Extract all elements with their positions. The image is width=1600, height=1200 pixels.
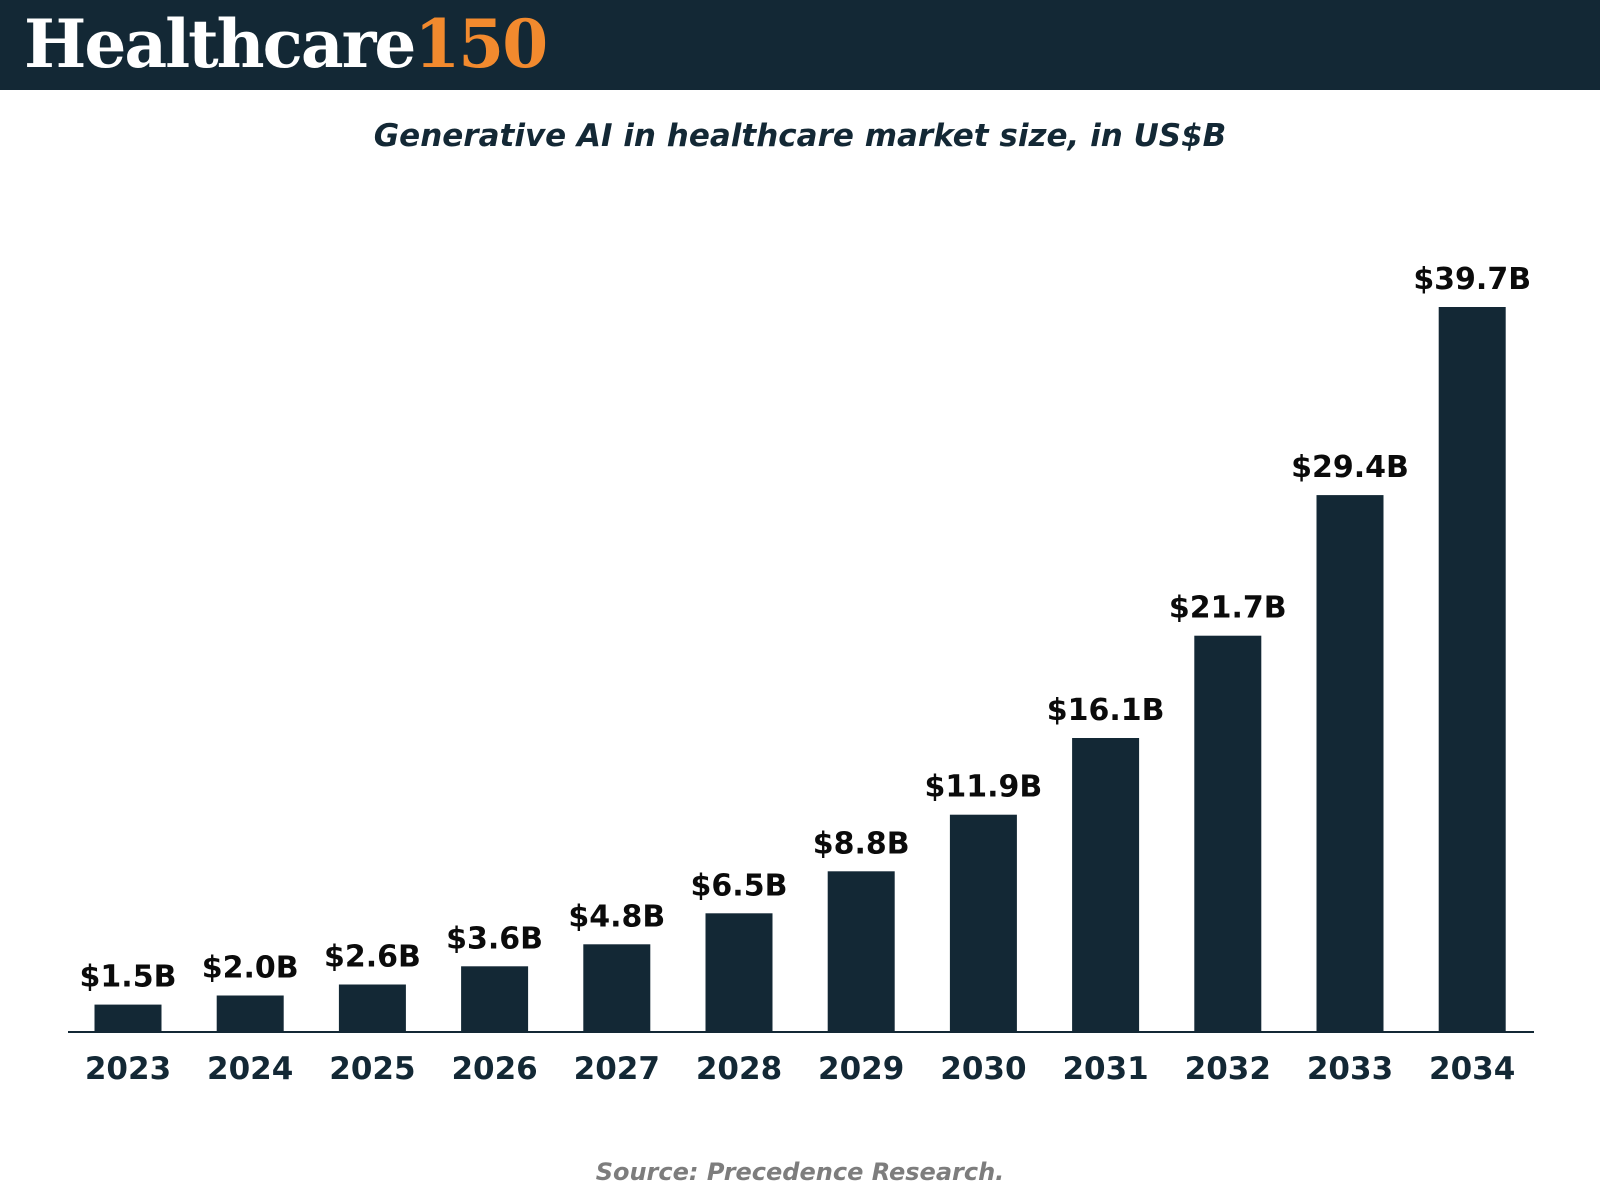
value-label-2029: $8.8B [813, 826, 910, 861]
chart-title: Generative AI in healthcare market size,… [373, 118, 1227, 154]
x-tick-labels-group: 2023 2024 2025 2026 2027 2028 2029 2030 2031 2032… [85, 1051, 1515, 1087]
x-tick-label-2034: 2034 [1429, 1051, 1515, 1087]
value-label-2033: $29.4B [1291, 450, 1409, 485]
bar-chart: $1.5B $2.0B $2.6B $3.6B $4.8B $6.5B $8.8B $11.9… [68, 262, 1534, 1087]
value-label-2034: $39.7B [1413, 262, 1531, 297]
x-tick-label-2023: 2023 [85, 1051, 171, 1087]
bar-2027 [583, 944, 651, 1032]
bar-2030 [949, 814, 1017, 1032]
value-label-2023: $1.5B [80, 960, 177, 995]
x-tick-label-2029: 2029 [818, 1051, 904, 1087]
bar-2031 [1072, 738, 1140, 1032]
bar-2029 [827, 871, 895, 1032]
bar-2023 [94, 1004, 162, 1032]
bar-2032 [1194, 635, 1262, 1032]
source-note: Source: Precedence Research. [595, 1158, 1005, 1186]
x-tick-label-2031: 2031 [1062, 1051, 1148, 1087]
value-label-2024: $2.0B [202, 951, 299, 986]
value-label-2030: $11.9B [925, 770, 1043, 805]
x-tick-label-2027: 2027 [574, 1051, 660, 1087]
x-tick-label-2028: 2028 [696, 1051, 782, 1087]
x-tick-label-2030: 2030 [940, 1051, 1026, 1087]
value-label-2032: $21.7B [1169, 591, 1287, 626]
value-label-2026: $3.6B [446, 921, 543, 956]
x-tick-label-2024: 2024 [207, 1051, 293, 1087]
value-label-2025: $2.6B [324, 940, 421, 975]
value-label-2028: $6.5B [691, 868, 788, 903]
bars-group [94, 307, 1506, 1033]
logo-number: 150 [414, 5, 548, 83]
value-label-2031: $16.1B [1047, 693, 1165, 728]
bar-2034 [1438, 307, 1506, 1032]
x-tick-label-2025: 2025 [329, 1051, 415, 1087]
brand-logo: Healthcare150 [24, 4, 548, 84]
logo-word: Healthcare [24, 5, 416, 83]
x-tick-label-2032: 2032 [1185, 1051, 1271, 1087]
bar-2024 [216, 995, 284, 1032]
bar-2026 [461, 966, 529, 1032]
value-labels-group: $1.5B $2.0B $2.6B $3.6B $4.8B $6.5B $8.8B $11.9… [80, 262, 1532, 995]
header-bar: Healthcare150 [0, 0, 1600, 90]
x-tick-label-2033: 2033 [1307, 1051, 1393, 1087]
bar-2025 [338, 984, 406, 1032]
value-label-2027: $4.8B [568, 899, 665, 934]
bar-2028 [705, 913, 773, 1032]
x-tick-label-2026: 2026 [451, 1051, 537, 1087]
bar-2033 [1316, 495, 1384, 1033]
